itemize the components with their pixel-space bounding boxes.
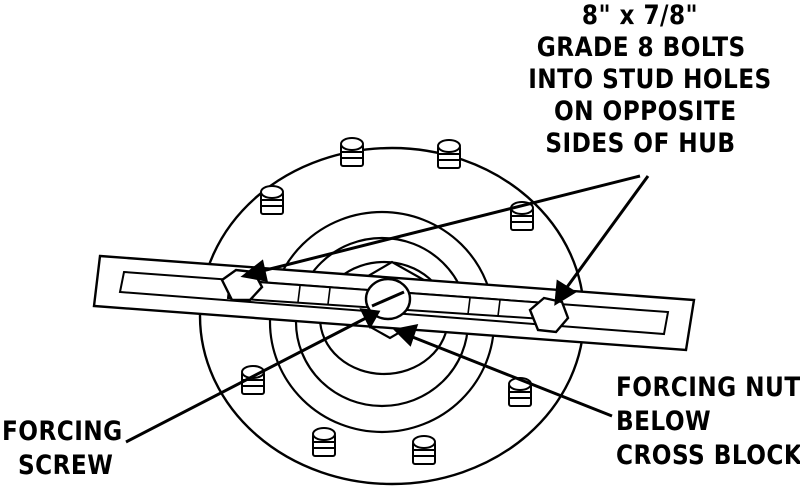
stud <box>312 427 336 457</box>
label-forcing-screw-line-2: SCREW <box>18 450 114 481</box>
label-forcing-nut-line-3: CROSS BLOCK <box>616 440 800 471</box>
leader-bolts-left <box>257 174 641 274</box>
stud <box>437 139 461 169</box>
stud <box>412 435 436 465</box>
stud <box>340 137 364 167</box>
label-bolts-line-4: ON OPPOSITE <box>554 96 737 127</box>
label-bolts-line-3: INTO STUD HOLES <box>528 64 772 95</box>
leader-forcing-nut <box>409 334 613 418</box>
arrowhead-bolts-left <box>240 259 268 282</box>
stud <box>260 185 284 215</box>
arrowhead-forcing-screw <box>359 308 381 330</box>
forcing-screw-slot <box>371 290 405 308</box>
leader-bolts-right <box>560 175 650 295</box>
arrowhead-forcing-nut <box>392 324 419 347</box>
label-bolts-line-1: 8" x 7/8" <box>581 0 699 31</box>
leader-forcing-screw <box>125 316 367 444</box>
label-forcing-nut-line-1: FORCING NUT <box>616 372 800 403</box>
arrowhead-bolts-right <box>554 279 577 306</box>
bolt-head-right <box>528 296 570 334</box>
label-forcing-screw-line-1: FORCING <box>2 416 123 447</box>
label-bolts-line-2: GRADE 8 BOLTS <box>536 32 746 63</box>
label-bolts-line-5: SIDES OF HUB <box>545 128 736 159</box>
label-forcing-nut-line-2: BELOW <box>616 406 712 437</box>
wheel-studs <box>241 137 534 465</box>
